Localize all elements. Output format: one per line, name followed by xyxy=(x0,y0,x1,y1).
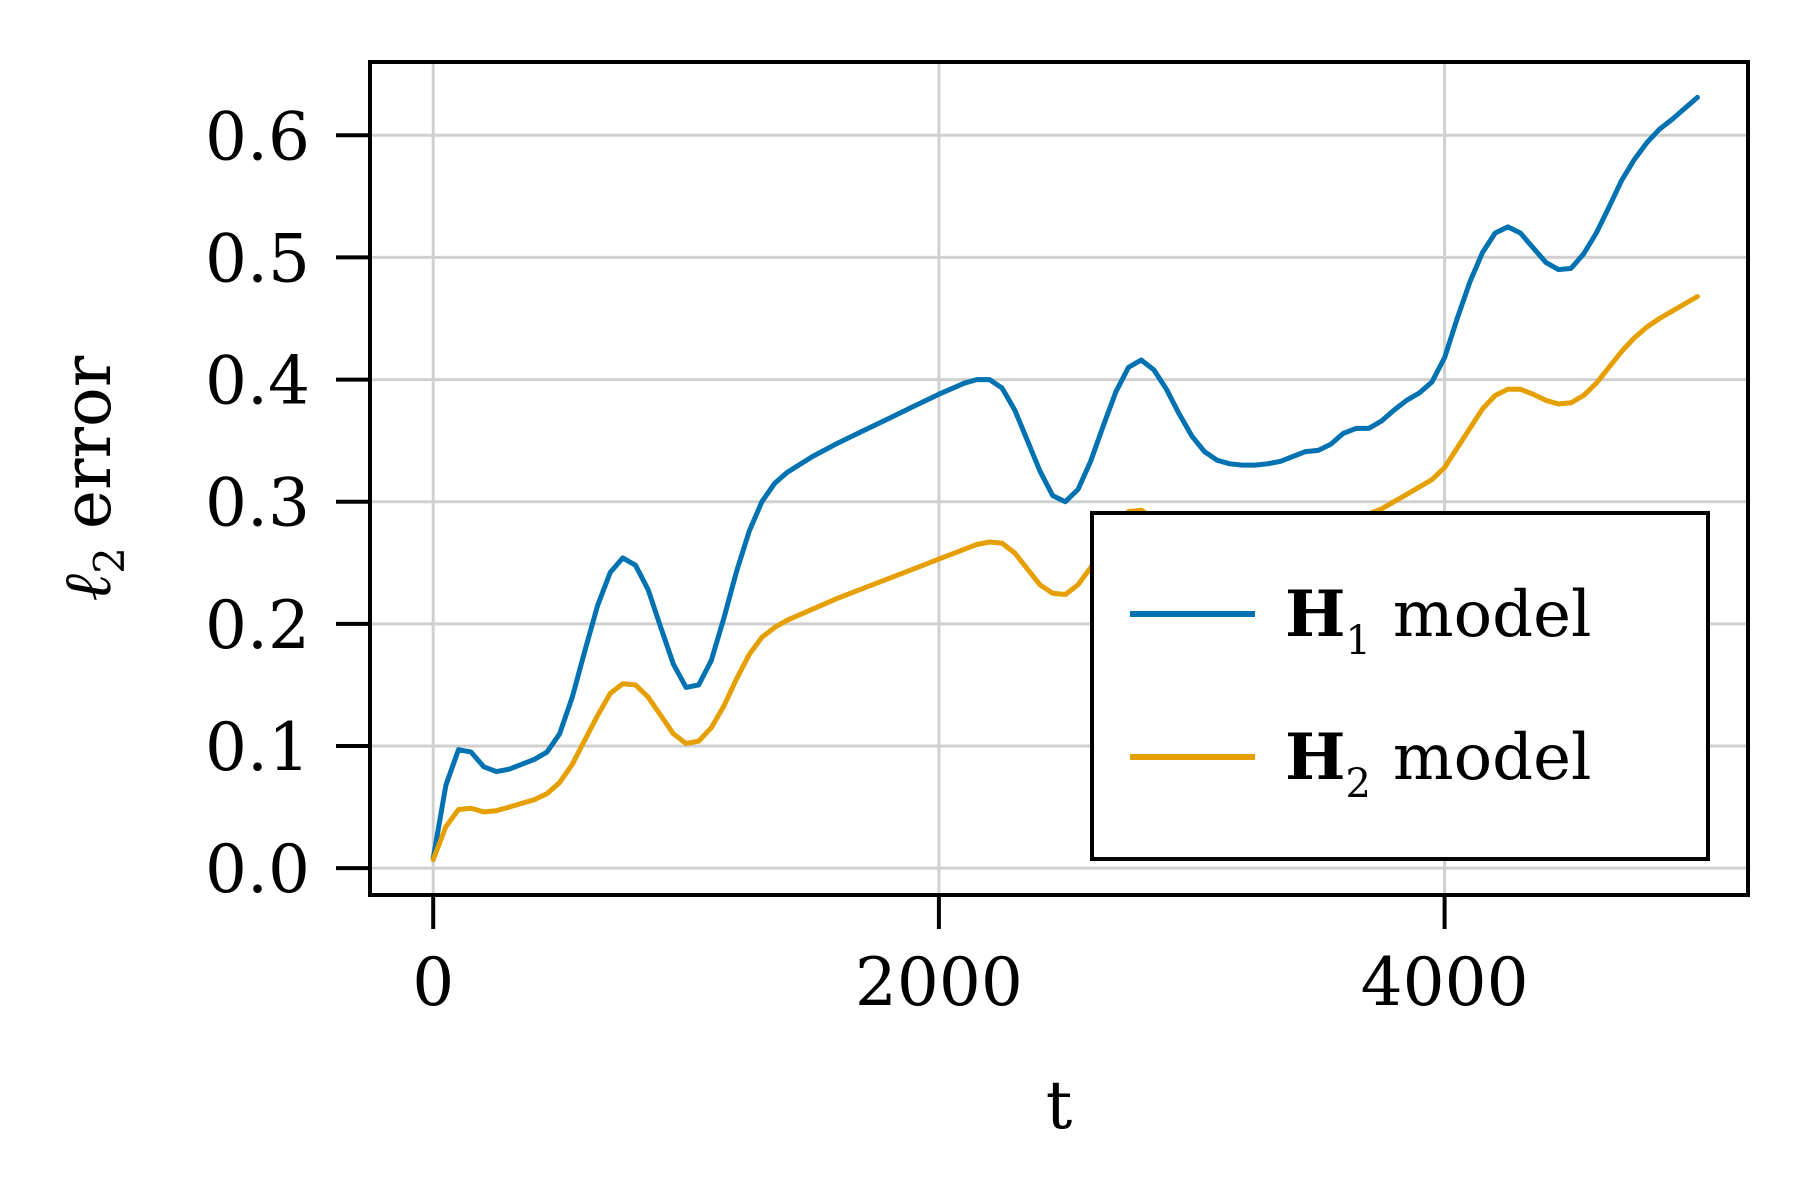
legend-label-h1: H1 model xyxy=(1285,577,1591,664)
y-tick-label: 0.0 xyxy=(205,831,310,908)
series-line-h2 xyxy=(430,294,1700,863)
x-axis-label: t xyxy=(1046,1067,1073,1144)
legend-label-h1-name: H xyxy=(1285,577,1345,652)
legend-label-h2-suffix: model xyxy=(1393,721,1592,795)
legend-label-h2-subscript: 2 xyxy=(1345,761,1370,807)
legend-box xyxy=(1090,511,1710,861)
ticks: 0 2000 4000 0.0 0.1 0.2 0.3 0.4 0.5 0.6 xyxy=(205,98,1529,1021)
legend-label-h1-suffix: model xyxy=(1393,578,1592,652)
grid xyxy=(370,62,1748,895)
plot-frame xyxy=(368,60,1750,897)
y-tick-label: 0.3 xyxy=(205,465,310,542)
x-tick-label: 2000 xyxy=(855,944,1023,1021)
y-tick-label: 0.6 xyxy=(205,98,310,175)
y-axis-label: ℓ2 error xyxy=(49,355,134,601)
legend-label-h2-name: H xyxy=(1285,720,1345,795)
legend-label-h1-subscript: 1 xyxy=(1345,618,1370,664)
y-tick-label: 0.4 xyxy=(205,343,310,420)
y-axis-label-symbol: ℓ xyxy=(49,573,126,601)
series-layer xyxy=(430,94,1700,863)
x-tick-label: 0 xyxy=(412,944,454,1021)
y-tick-label: 0.5 xyxy=(205,220,310,297)
x-tick-label: 4000 xyxy=(1361,944,1529,1021)
y-axis-label-subscript: 2 xyxy=(85,547,134,574)
legend: H1 model H2 model xyxy=(1090,511,1710,861)
y-tick-label: 0.1 xyxy=(205,709,310,786)
y-axis-label-text: error xyxy=(49,355,126,529)
y-tick-label: 0.2 xyxy=(205,587,310,664)
legend-label-h2: H2 model xyxy=(1285,720,1591,807)
series-line-h1 xyxy=(430,94,1700,861)
